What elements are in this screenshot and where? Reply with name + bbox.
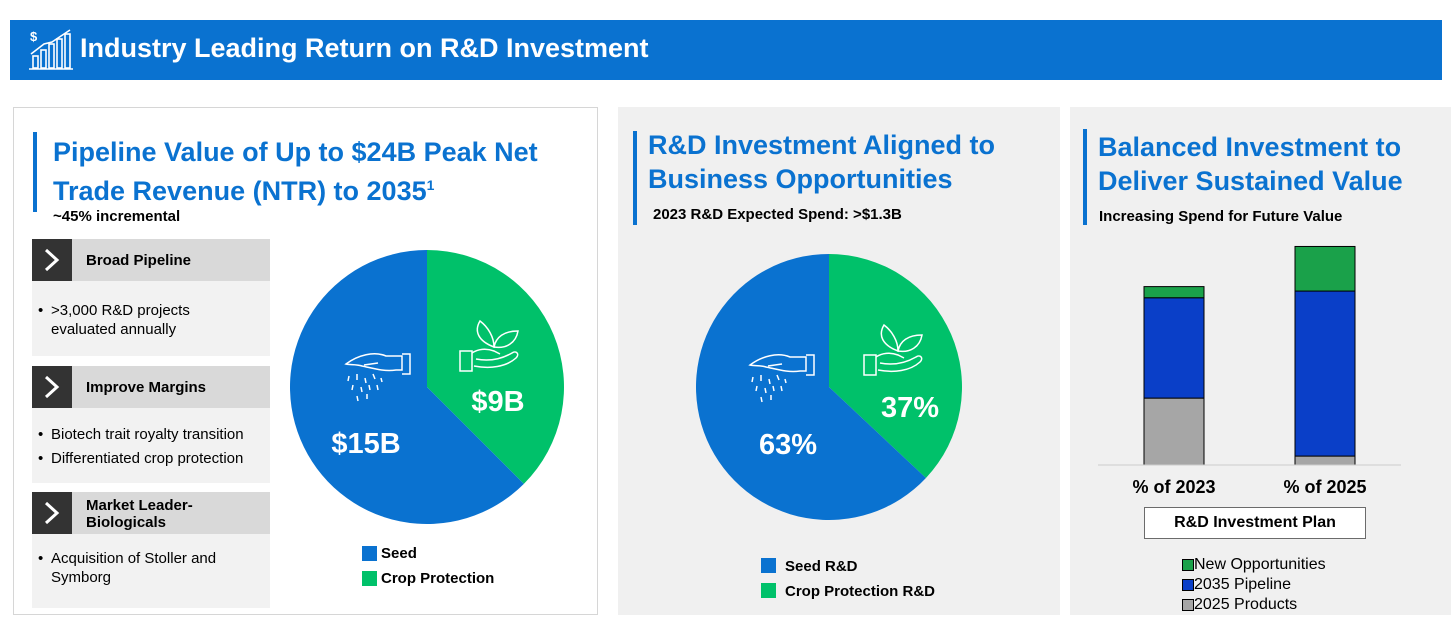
category-header-broad-pipeline: Broad Pipeline <box>32 239 270 281</box>
legend-swatch-seed <box>362 546 377 561</box>
bar-segment-new-opportunities <box>1143 286 1205 299</box>
pie-value-label: 63% <box>759 429 817 461</box>
legend-label-crop-protection-rd: Crop Protection R&D <box>785 583 935 600</box>
legend-label-crop-protection: Crop Protection <box>381 570 495 587</box>
svg-text:$: $ <box>30 29 38 44</box>
category-label: Market Leader-Biologicals <box>86 497 193 531</box>
bullet-item: • Biotech trait royalty transition <box>38 426 244 443</box>
bar-segment-2035-pipeline <box>1143 297 1205 399</box>
panel-subtitle: 2023 R&D Expected Spend: >$1.3B <box>653 206 902 223</box>
pipeline-value-pie-chart: $15B $9B <box>290 250 564 524</box>
bar-segment-2035-pipeline <box>1294 290 1356 457</box>
bullet-item: • Acquisition of Stoller and Symborg <box>38 550 217 586</box>
panel-title-line2: Trade Revenue (NTR) to 20351 <box>53 176 435 206</box>
panel-title-line1: Balanced Investment to <box>1098 132 1402 162</box>
pie-slice-crop-protection-r-d <box>829 254 962 479</box>
pie-slice-seed-r-d <box>696 254 926 520</box>
legend-swatch-crop-protection-rd <box>761 583 776 598</box>
seed-hand-icon <box>748 354 815 403</box>
category-header-improve-margins: Improve Margins <box>32 366 270 408</box>
chevron-right-icon <box>32 366 72 408</box>
footnote-marker: 1 <box>426 177 435 193</box>
legend-swatch <box>1182 559 1194 571</box>
panel-subtitle: ~45% incremental <box>53 208 181 225</box>
panel-subtitle: Increasing Spend for Future Value <box>1099 208 1343 225</box>
category-label: Improve Margins <box>86 379 207 396</box>
legend-swatch <box>1182 579 1194 591</box>
category-body: • >3,000 R&D projects evaluated annually <box>32 281 270 356</box>
rd-investment-stacked-bar-chart: % of 2023 % of 2025 <box>1098 245 1401 497</box>
plant-hand-icon <box>863 323 923 376</box>
pie-value-label: $15B <box>331 428 400 460</box>
bullet-item: • Differentiated crop protection <box>38 450 244 467</box>
panel-title-line2: Business Opportunities <box>648 164 953 194</box>
rd-spend-pie-chart: 63% 37% <box>696 254 962 520</box>
title-accent-bar <box>33 132 37 212</box>
title-accent-bar <box>1083 129 1087 225</box>
legend-label-seed: Seed <box>381 545 417 562</box>
x-tick-label: % of 2023 <box>1132 477 1215 497</box>
panel-title-line1: R&D Investment Aligned to <box>648 130 996 160</box>
legend-swatch-seed-rd <box>761 558 776 573</box>
legend-swatch <box>1182 599 1194 611</box>
header-banner: $ Industry Leading Return on R&D Investm… <box>10 20 1442 80</box>
panel-title-line2: Deliver Sustained Value <box>1098 166 1403 196</box>
category-label: Broad Pipeline <box>86 252 192 269</box>
bar-segment-2025-products <box>1294 455 1356 466</box>
legend-swatch-crop-protection <box>362 571 377 586</box>
legend-label: 2035 Pipeline <box>1194 576 1291 593</box>
bullet-item: • >3,000 R&D projects evaluated annually <box>38 302 190 338</box>
rd-investment-panel: R&D Investment Aligned to Business Oppor… <box>618 107 1060 615</box>
legend-label: 2025 Products <box>1194 596 1298 613</box>
seed-hand-icon <box>344 353 411 402</box>
panel-title-line1: Pipeline Value of Up to $24B Peak Net <box>53 137 538 167</box>
category-body: • Acquisition of Stoller and Symborg <box>32 534 270 608</box>
plant-hand-icon <box>459 319 519 372</box>
chevron-right-icon <box>32 492 72 534</box>
legend-label: New Opportunities <box>1194 556 1326 573</box>
category-body: • Biotech trait royalty transition • Diffe… <box>32 408 270 483</box>
dollar-growth-chart-icon: $ <box>29 29 73 70</box>
category-header-market-leader: Market Leader-Biologicals <box>32 492 270 534</box>
pie-slice-seed <box>290 250 524 524</box>
chart-title-box: R&D Investment Plan <box>1144 507 1366 539</box>
bar-segment-new-opportunities <box>1294 245 1356 292</box>
legend-label-seed-rd: Seed R&D <box>785 558 858 575</box>
page-title: Industry Leading Return on R&D Investmen… <box>80 33 649 63</box>
x-tick-label: % of 2025 <box>1283 477 1366 497</box>
bar-segment-2025-products <box>1143 397 1205 466</box>
chevron-right-icon <box>32 239 72 281</box>
pie-value-label: 37% <box>881 392 939 424</box>
pie-value-label: $9B <box>471 386 524 418</box>
title-accent-bar <box>633 131 637 225</box>
